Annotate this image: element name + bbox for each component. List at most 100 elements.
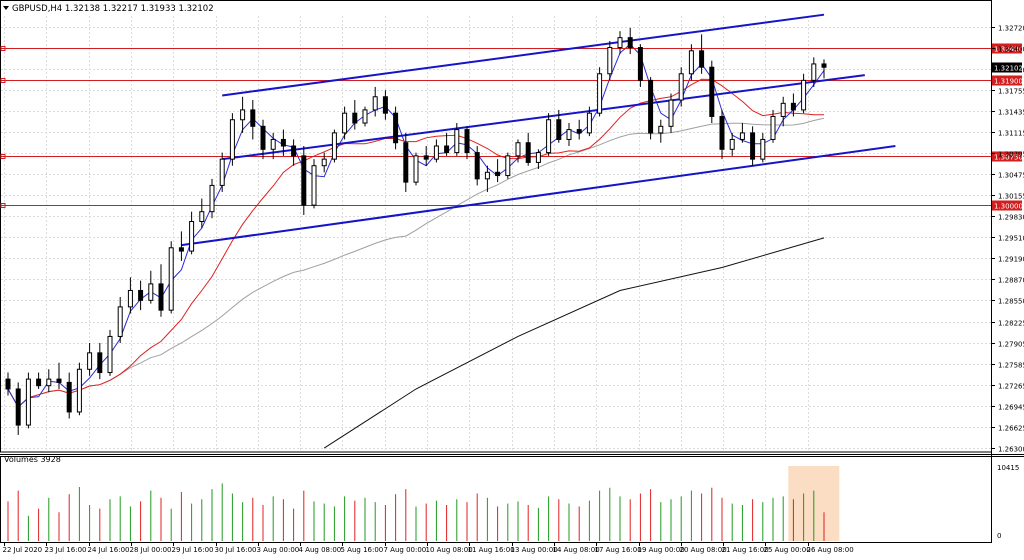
candle	[209, 178, 215, 219]
time-tick-label: 30 Jul 16:00	[215, 546, 257, 554]
time-tick-label: 10 Aug 08:00	[426, 546, 473, 554]
moving-averages	[7, 43, 825, 449]
candle	[97, 343, 103, 380]
time-tick-label: 23 Jul 16:00	[45, 546, 87, 554]
candle-body-bear	[352, 112, 358, 124]
candle-body-bull	[413, 155, 419, 183]
price-tick-label: 1.28225	[998, 320, 1024, 328]
level-tag-label: 1.32400	[994, 46, 1023, 54]
candle	[495, 159, 501, 183]
time-tick-label: 5 Aug 16:00	[341, 546, 384, 554]
candle-body-bull	[770, 115, 776, 140]
time-tick-label: 4 Aug 08:00	[299, 546, 342, 554]
candle-body-bear	[423, 155, 429, 160]
candle	[15, 382, 21, 435]
candle	[138, 280, 144, 311]
time-tick-label: 20 Aug 08:00	[680, 546, 727, 554]
candle-body-bull	[454, 129, 460, 154]
level-anchor-1.32400[interactable]	[0, 46, 6, 51]
candle	[637, 44, 643, 87]
candle	[189, 211, 195, 255]
time-tick-label: 17 Aug 16:00	[595, 546, 642, 554]
candle-body-bear	[178, 247, 184, 252]
time-tick-label: 29 Jul 16:00	[172, 546, 214, 554]
price-tick-label: 1.26625	[998, 425, 1024, 433]
candle-body-bull	[597, 73, 603, 114]
price-tick-label: 1.29190	[998, 256, 1024, 264]
candles	[5, 27, 827, 435]
price-tick-label: 1.29830	[998, 214, 1024, 222]
candle	[556, 109, 562, 143]
level-tag-label: 1.30750	[994, 154, 1023, 162]
candle	[484, 165, 490, 192]
candle	[352, 100, 358, 130]
candle-body-bull	[515, 142, 521, 157]
candle-body-bull	[107, 335, 113, 374]
level-anchor-1.30750[interactable]	[0, 154, 6, 159]
candle-body-bull	[321, 158, 327, 167]
candle	[750, 126, 756, 166]
candle-body-bull	[505, 155, 511, 177]
level-tag-1.31900	[992, 75, 1022, 86]
grid	[0, 0, 1024, 543]
price-tick-label: 1.27905	[998, 341, 1024, 349]
candle-body-bull	[801, 79, 807, 111]
candle-body-bear	[444, 145, 450, 154]
candle	[87, 343, 93, 376]
candle-body-bear	[97, 352, 103, 374]
price-tick-label: 1.31755	[998, 88, 1024, 96]
candle	[25, 372, 31, 429]
candle	[199, 198, 205, 229]
candle-body-bull	[566, 129, 572, 140]
channel-line-3[interactable]	[181, 145, 896, 247]
candle-body-bull	[617, 37, 623, 49]
time-tick-label: 14 Aug 08:00	[553, 546, 600, 554]
level-tag-label: 1.30000	[994, 203, 1023, 211]
candle	[46, 369, 52, 393]
time-tick-label: 3 Aug 00:00	[257, 546, 300, 554]
candle-body-bull	[372, 96, 378, 111]
candle	[393, 106, 399, 150]
candle-body-bull	[362, 109, 368, 124]
candle-body-bear	[403, 142, 409, 183]
candle	[260, 119, 266, 160]
channel-line-1[interactable]	[222, 13, 825, 97]
candle-body-bull	[688, 50, 694, 75]
candle	[454, 123, 460, 156]
level-anchor-1.31900[interactable]	[0, 78, 6, 83]
candle	[311, 159, 317, 209]
candle-body-bear	[56, 378, 62, 383]
candle-body-bear	[36, 378, 42, 387]
candle-body-bear	[15, 388, 21, 426]
level-anchor-1.30000[interactable]	[0, 203, 6, 208]
candle-body-bull	[607, 47, 613, 75]
candle-body-bear	[750, 132, 756, 160]
candle-body-bull	[168, 247, 174, 311]
symbol-readout: GBPUSD,H4 1.32138 1.32217 1.31933 1.3210…	[12, 4, 214, 14]
candle-body-bull	[658, 125, 664, 134]
candle	[270, 132, 276, 160]
candle	[525, 132, 531, 166]
candle	[331, 129, 337, 163]
candle	[240, 96, 246, 133]
candle	[505, 152, 511, 179]
candle-body-bear	[790, 102, 796, 111]
triangle-down-icon[interactable]	[3, 6, 9, 10]
candle-body-bull	[331, 132, 337, 160]
candle-body-bear	[648, 79, 654, 134]
channel-trendlines[interactable]	[181, 13, 896, 247]
candle	[566, 123, 572, 147]
candle-body-bull	[46, 378, 52, 387]
volume-readout: Volumes 3928	[4, 455, 61, 464]
volume-min-label: 0	[997, 532, 1001, 540]
price-tick-label: 1.31115	[998, 130, 1024, 138]
candle-body-bull	[219, 158, 225, 186]
candle	[127, 277, 133, 314]
channel-line-2[interactable]	[222, 74, 865, 161]
candle-body-bear	[637, 47, 643, 81]
current-price-label: 1.32102	[994, 65, 1023, 73]
candle-body-bull	[760, 138, 766, 160]
